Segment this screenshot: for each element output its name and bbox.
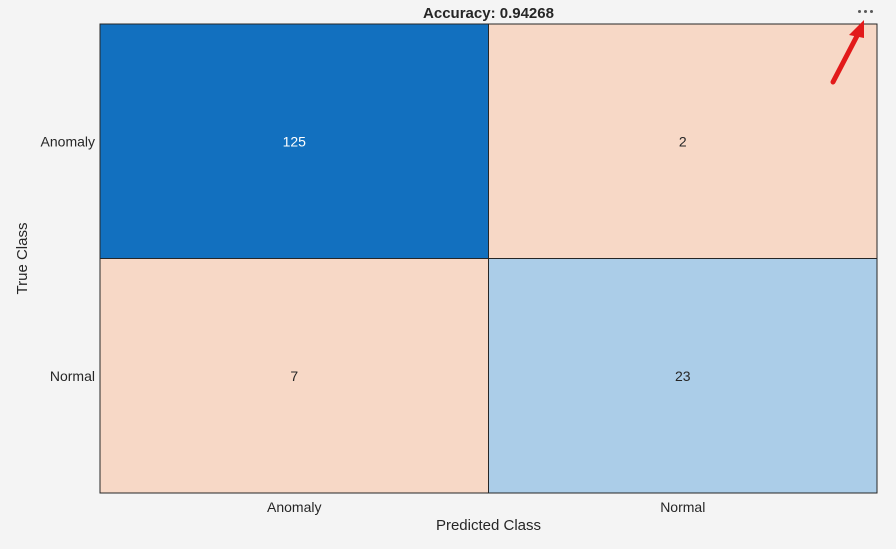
- y-tick-label: Anomaly: [41, 133, 95, 149]
- cell-value-label: 23: [675, 368, 691, 384]
- confusion-cell: [488, 23, 878, 259]
- x-axis-label: Predicted Class: [436, 517, 541, 534]
- confusion-cell: [99, 258, 489, 494]
- cell-value-label: 125: [283, 133, 307, 149]
- x-tick-label: Normal: [660, 499, 705, 515]
- y-tick-label: Normal: [50, 368, 95, 384]
- dot: [869, 9, 873, 13]
- dot: [857, 9, 861, 13]
- plot-border: [99, 23, 878, 494]
- confusion-cell: [488, 258, 878, 494]
- y-axis-label: True Class: [14, 223, 31, 295]
- chart-title: Accuracy: 0.94268: [423, 5, 554, 22]
- cell-value-label: 7: [290, 368, 298, 384]
- x-tick-label: Anomaly: [267, 499, 321, 515]
- cell-value-label: 2: [679, 133, 687, 149]
- axes-toolbar-more-icon[interactable]: [851, 2, 879, 20]
- confusion-cell: [99, 23, 489, 259]
- dot: [863, 9, 867, 13]
